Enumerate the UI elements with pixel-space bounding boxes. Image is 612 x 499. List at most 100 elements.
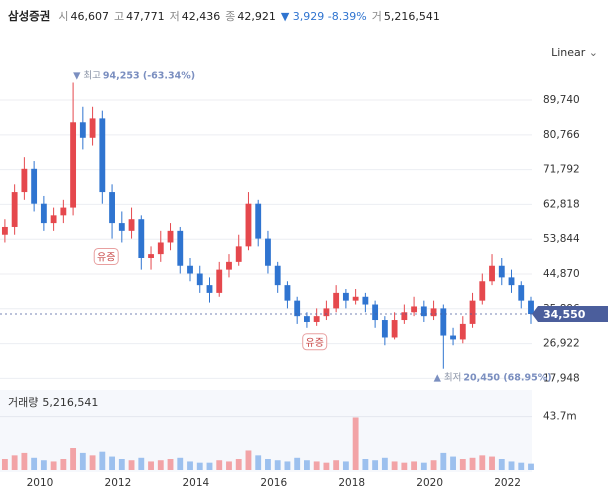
- volume-bar: [342, 461, 349, 470]
- candle-body: [128, 219, 135, 231]
- volume-bar: [401, 462, 408, 470]
- volume-bar: [89, 455, 96, 470]
- volume-bar: [313, 461, 320, 470]
- candle-body: [99, 118, 106, 193]
- candle-body: [216, 269, 223, 293]
- x-tick-label: 2014: [182, 477, 209, 489]
- field-label: 종: [225, 10, 236, 23]
- field-label: 저: [169, 10, 180, 23]
- x-tick-label: 2022: [494, 477, 521, 489]
- volume-bar: [118, 459, 125, 470]
- volume-label: 거: [371, 10, 382, 23]
- x-tick-label: 2018: [338, 477, 365, 489]
- candle-body: [411, 306, 418, 313]
- volume-title: 거래량 5,216,541: [8, 396, 98, 409]
- volume-bar: [177, 457, 184, 470]
- volume-bar: [352, 417, 359, 470]
- candle-body: [21, 168, 28, 193]
- volume-bar: [518, 462, 525, 470]
- volume-tick-label: 43.7m: [543, 411, 577, 423]
- volume-bar: [11, 455, 18, 470]
- candle-body: [381, 320, 388, 338]
- change-value: 3,929: [292, 10, 325, 23]
- volume-bar: [391, 461, 398, 470]
- candle-body: [498, 265, 505, 278]
- volume-bar: [450, 456, 456, 470]
- volume-value: 5,216,541: [383, 10, 440, 23]
- candle-body: [391, 320, 398, 338]
- candle-body: [187, 265, 193, 274]
- candle-body: [420, 306, 427, 317]
- volume-bar: [440, 452, 447, 470]
- x-tick-label: 2010: [27, 477, 54, 489]
- y-tick-label: 26,922: [543, 338, 580, 350]
- last-price-box: [532, 306, 608, 323]
- volume-bar: [498, 459, 505, 470]
- candle-body: [265, 238, 271, 266]
- candle-body: [109, 192, 115, 224]
- field-value: 47,771: [126, 10, 165, 23]
- candle-body: [235, 246, 242, 262]
- candle-body: [245, 203, 252, 247]
- y-tick-label: 53,844: [543, 233, 580, 245]
- volume-bar: [138, 457, 145, 470]
- candle-body: [528, 300, 534, 315]
- x-tick-label: 2012: [105, 477, 132, 489]
- candle-body: [489, 265, 495, 282]
- volume-bar: [157, 460, 164, 470]
- volume-bar: [528, 463, 534, 470]
- volume-bar: [148, 461, 154, 470]
- change: ▼ 3,929 -8.39%: [280, 10, 367, 23]
- candle-body: [469, 300, 476, 324]
- volume-bar: [235, 459, 242, 470]
- candle-body: [31, 168, 38, 204]
- volume-bar: [255, 455, 262, 470]
- volume-bar: [303, 460, 310, 470]
- y-tick-label: 89,740: [543, 94, 580, 106]
- candle-body: [167, 230, 174, 243]
- y-tick-label: 71,792: [543, 164, 580, 176]
- candle-body: [508, 277, 515, 286]
- event-marker: [302, 333, 328, 351]
- volume-bar: [60, 459, 67, 470]
- candle-body: [118, 223, 125, 231]
- candle-body: [226, 261, 232, 270]
- field-label: 시: [58, 10, 69, 23]
- annotation-text: 94,253 (-63.34%): [103, 70, 195, 81]
- volume-bar: [70, 448, 77, 470]
- annotation-arrow: ▲: [434, 372, 444, 383]
- volume-bar: [128, 460, 135, 470]
- volume-bar: [479, 455, 486, 470]
- candle-body: [342, 292, 349, 301]
- y-tick-label: 62,818: [543, 198, 580, 210]
- annotation-arrow: ▼: [73, 70, 83, 81]
- y-tick-label: 80,766: [543, 129, 580, 141]
- candle-body: [255, 203, 262, 239]
- scale-dropdown[interactable]: Linear ⌄: [551, 46, 598, 59]
- volume-bar: [284, 461, 291, 470]
- volume-bar: [21, 452, 28, 470]
- volume-bar: [40, 460, 47, 470]
- volume-bar: [79, 452, 86, 470]
- volume-bar: [226, 461, 232, 470]
- candle-body: [430, 308, 437, 317]
- fields: 시 46,607 고 47,771 저 42,436 종 42,921: [58, 10, 281, 23]
- volume-bar: [216, 460, 223, 470]
- volume-bar: [381, 457, 388, 470]
- volume-bar: [469, 457, 476, 470]
- x-tick-label: 2016: [260, 477, 287, 489]
- volume-bar: [109, 456, 115, 470]
- annotation: ▼ 최고 94,253 (-63.34%): [73, 70, 195, 81]
- candle-body: [294, 300, 301, 317]
- annotation: ▲ 최저 20,450 (68.95%): [434, 372, 552, 383]
- header: 삼성증권 시 46,607 고 47,771 저 42,436 종 42,921 ▼ 3,929 …: [8, 8, 440, 24]
- volume-bar: [420, 462, 427, 470]
- candle-body: [138, 219, 145, 258]
- volume-bar: [372, 460, 379, 470]
- volume-bar: [333, 460, 340, 470]
- y-tick-label: 44,870: [543, 268, 580, 280]
- candle-body: [362, 296, 369, 305]
- volume-bar: [430, 460, 437, 470]
- volume-bar: [245, 450, 252, 470]
